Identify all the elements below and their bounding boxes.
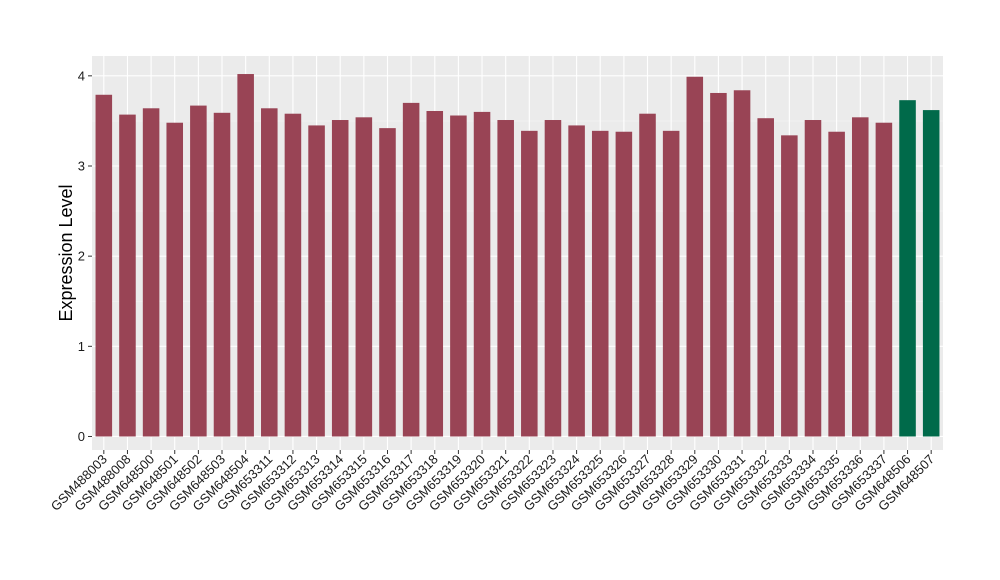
bar-GSM653321	[497, 120, 514, 437]
y-tick-label: 4	[78, 68, 85, 83]
bar-GSM653322	[521, 130, 538, 437]
bar-GSM653323	[544, 120, 562, 437]
bar-GSM653313	[308, 125, 325, 437]
bar-GSM648507	[922, 110, 940, 437]
y-axis: 0 1 2 3 4	[78, 68, 92, 444]
bar-GSM653335	[828, 131, 845, 437]
bar-GSM653315	[355, 117, 373, 437]
bar-GSM653320	[473, 111, 491, 437]
minor-gridlines	[92, 120, 943, 392]
bar-GSM653312	[284, 113, 302, 437]
bar-GSM488003	[95, 94, 113, 437]
bar-GSM653317	[402, 102, 420, 437]
bar-GSM653316	[379, 128, 396, 437]
plot-panel	[92, 56, 943, 450]
bar-GSM648503	[213, 112, 231, 437]
bar-GSM653311	[261, 108, 278, 437]
bar-GSM648502	[190, 105, 207, 437]
bar-GSM648506	[899, 100, 916, 437]
bar-GSM653328	[662, 130, 680, 437]
y-tick-label: 0	[78, 429, 85, 444]
y-tick-label: 3	[78, 158, 85, 173]
bar-GSM653332	[757, 118, 774, 437]
bar-GSM653333	[781, 135, 798, 437]
bar-GSM648501	[166, 122, 184, 437]
bar-GSM653319	[450, 115, 467, 437]
y-axis-title: Expression Level	[56, 184, 76, 321]
bar-GSM653325	[591, 130, 609, 437]
bar-GSM648504	[237, 74, 254, 437]
bar-GSM653326	[615, 131, 633, 437]
bar-GSM653314	[331, 120, 349, 437]
bar-GSM653324	[568, 125, 585, 437]
bar-GSM653337	[875, 122, 893, 437]
x-axis: GSM488003GSM488008GSM648500GSM648501GSM6…	[48, 450, 937, 514]
bar-GSM653329	[686, 76, 704, 437]
bar-GSM653334	[804, 120, 822, 437]
bar-GSM488008	[119, 114, 136, 437]
bar-GSM653327	[639, 113, 656, 437]
y-tick-label: 2	[78, 249, 85, 264]
bar-GSM653318	[426, 110, 444, 437]
bar-GSM653330	[710, 92, 727, 437]
y-tick-label: 1	[78, 339, 85, 354]
bars	[95, 74, 940, 437]
bar-GSM653336	[851, 117, 869, 437]
bar-GSM648500	[142, 108, 160, 437]
bar-GSM653331	[733, 90, 751, 437]
